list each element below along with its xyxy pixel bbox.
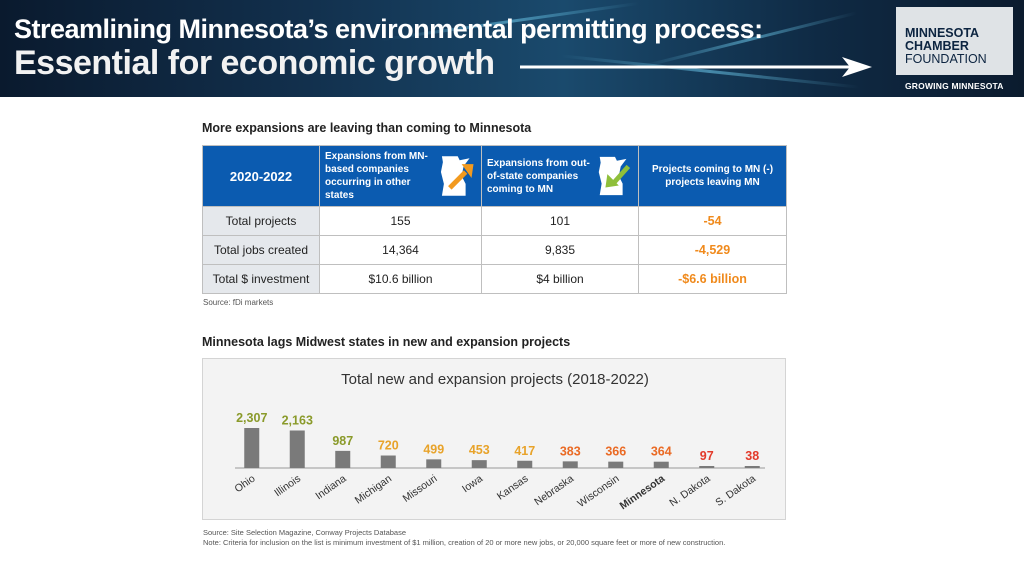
banner-title-line1: Streamlining Minnesota’s environmental p… [14, 14, 763, 44]
data-label: 987 [332, 434, 353, 448]
chart-section-title: Minnesota lags Midwest states in new and… [202, 335, 571, 349]
bar-chart: Total new and expansion projects (2018-2… [232, 371, 765, 513]
data-label: 2,163 [282, 413, 313, 427]
bar-missouri [426, 459, 442, 468]
logo-line-minnesota: MINNESOTA [905, 26, 980, 40]
bar-minnesota [653, 461, 669, 468]
row-label: Total $ investment [202, 264, 320, 294]
tick-label: N. Dakota [667, 473, 712, 510]
bar-s-dakota [744, 466, 760, 468]
bar-ohio [244, 428, 260, 468]
data-label: 2,307 [236, 411, 267, 425]
logo-line-chamber: CHAMBER [905, 39, 969, 53]
tick-label: Missouri [401, 473, 440, 505]
chamber-logo: MINNESOTA CHAMBER FOUNDATION [896, 7, 1013, 75]
bar-kansas [517, 460, 533, 468]
table-header-row: 2020-2022 Expansions from MN-based compa… [202, 145, 787, 207]
minnesota-outbound-arrow-icon [440, 156, 474, 196]
table-source: Source: fDi markets [203, 298, 274, 307]
bar-iowa [471, 460, 487, 468]
arrow-right-icon [520, 57, 872, 77]
data-label: 97 [700, 449, 714, 463]
bar-illinois [289, 430, 305, 468]
header-leaving: Expansions from MN-based companies occur… [319, 145, 482, 207]
cell-net: -54 [638, 206, 787, 236]
header-coming-label: Expansions from out-of-state companies c… [487, 157, 590, 195]
banner: Streamlining Minnesota’s environmental p… [0, 0, 1024, 97]
bar-indiana [335, 450, 351, 468]
bar-nebraska [562, 461, 578, 468]
row-label: Total jobs created [202, 235, 320, 265]
table-row: Total jobs created 14,364 9,835 -4,529 [202, 235, 787, 265]
cell-leaving: 14,364 [319, 235, 482, 265]
header-net: Projects coming to MN (-) projects leavi… [638, 145, 787, 207]
table-row: Total projects 155 101 -54 [202, 206, 787, 236]
header-period: 2020-2022 [202, 145, 320, 207]
bar-michigan [380, 455, 396, 468]
tick-label: Illinois [272, 473, 303, 500]
tick-label: Iowa [460, 473, 485, 496]
cell-coming: 101 [481, 206, 639, 236]
data-label: 364 [651, 445, 672, 459]
tick-label: Minnesota [618, 473, 668, 513]
expansions-table: 2020-2022 Expansions from MN-based compa… [202, 145, 787, 294]
chart-panel: Total new and expansion projects (2018-2… [202, 358, 786, 520]
tick-label: Kansas [495, 473, 531, 503]
chart-note: Note: Criteria for inclusion on the list… [203, 538, 726, 547]
row-label: Total projects [202, 206, 320, 236]
cell-net: -4,529 [638, 235, 787, 265]
bar-n-dakota [699, 466, 715, 468]
cell-net: -$6.6 billion [638, 264, 787, 294]
cell-coming: $4 billion [481, 264, 639, 294]
logo-tagline: GROWING MINNESOTA [905, 81, 1004, 91]
data-label: 383 [560, 444, 581, 458]
tick-label: Indiana [313, 473, 348, 503]
data-label: 38 [745, 449, 759, 463]
data-label: 720 [378, 439, 399, 453]
chart-source: Source: Site Selection Magazine, Conway … [203, 528, 407, 537]
tick-label: Nebraska [532, 473, 576, 509]
header-coming: Expansions from out-of-state companies c… [481, 145, 639, 207]
logo-line-foundation: FOUNDATION [905, 52, 987, 66]
tick-label: S. Dakota [713, 473, 758, 509]
cell-coming: 9,835 [481, 235, 639, 265]
tick-label: Wisconsin [575, 473, 621, 510]
data-label: 453 [469, 443, 490, 457]
cell-leaving: 155 [319, 206, 482, 236]
tick-label: Michigan [353, 473, 394, 507]
table-row: Total $ investment $10.6 billion $4 bill… [202, 264, 787, 294]
table-section-title: More expansions are leaving than coming … [202, 121, 532, 135]
header-leaving-label: Expansions from MN-based companies occur… [325, 151, 428, 201]
data-label: 499 [423, 442, 444, 456]
tick-label: Ohio [232, 473, 257, 496]
data-label: 417 [514, 444, 535, 458]
minnesota-inbound-arrow-icon [598, 156, 630, 196]
data-label: 366 [605, 445, 626, 459]
cell-leaving: $10.6 billion [319, 264, 482, 294]
chart-title: Total new and expansion projects (2018-2… [341, 371, 649, 388]
bar-wisconsin [608, 461, 624, 468]
banner-title-line2: Essential for economic growth [14, 44, 495, 82]
